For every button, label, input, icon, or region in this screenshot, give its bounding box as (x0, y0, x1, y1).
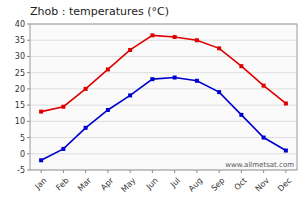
grid-line (30, 153, 297, 154)
y-tick-label: 30 (15, 52, 25, 61)
plot-frame (30, 24, 297, 170)
marker (39, 158, 43, 162)
marker (195, 38, 199, 42)
grid-line (30, 105, 297, 106)
marker (61, 105, 65, 109)
x-tick-label: Apr (99, 176, 116, 193)
y-tick-label: 15 (15, 101, 25, 110)
grid-line (30, 56, 297, 57)
marker (150, 33, 154, 37)
marker (84, 126, 88, 130)
marker (284, 101, 288, 105)
marker (284, 149, 288, 153)
marker (262, 136, 266, 140)
marker (128, 93, 132, 97)
marks (39, 33, 288, 162)
grid-line (30, 72, 297, 73)
marker (195, 79, 199, 83)
title: Zhob : temperatures (°C) (30, 5, 169, 18)
series-line (41, 35, 286, 111)
marker (239, 113, 243, 117)
grid-line (30, 121, 297, 122)
y-tick-label: 5 (20, 134, 25, 143)
x-tick-label: May (119, 176, 137, 194)
grid-line (30, 40, 297, 41)
y-tick-label: 0 (20, 150, 25, 159)
x-tick-label: Sep (209, 176, 226, 193)
marker (150, 77, 154, 81)
grid-line (30, 88, 297, 89)
marker (262, 84, 266, 88)
marker (106, 108, 110, 112)
x-tick-label: Jun (144, 176, 160, 192)
y-tick-label: 35 (15, 36, 25, 45)
y-tick-label: 20 (15, 85, 25, 94)
x-tick-label: Nov (254, 176, 272, 194)
x-tick-label: Mar (76, 176, 94, 194)
y-tick-label: 40 (15, 20, 25, 29)
marker (84, 87, 88, 91)
chart: -5 0 5 10 15 20 25 30 35 40 Jan Feb Mar AprMay Jun Jul A… (0, 0, 305, 200)
marker (217, 46, 221, 50)
marker (128, 48, 132, 52)
x-tick-label: Dec (276, 176, 293, 193)
marker (173, 76, 177, 80)
y-tick-label: -5 (17, 166, 25, 175)
x-tick-label: Feb (54, 176, 70, 192)
y-tick-label: 25 (15, 69, 25, 78)
x-tick-label: Jul (168, 176, 182, 190)
marker (39, 110, 43, 114)
series-line (41, 78, 286, 161)
x-tick-label: Jan (33, 176, 49, 192)
watermark: www.allmetsat.com (225, 161, 294, 169)
marker (61, 147, 65, 151)
grid-line (30, 137, 297, 138)
y-tick-label: 10 (15, 117, 25, 126)
marker (106, 67, 110, 71)
x-tick-label: Aug (187, 176, 204, 193)
marker (239, 64, 243, 68)
marker (217, 90, 221, 94)
marker (173, 35, 177, 39)
x-tick-label: Oct (233, 176, 249, 192)
plot-area (30, 24, 297, 170)
